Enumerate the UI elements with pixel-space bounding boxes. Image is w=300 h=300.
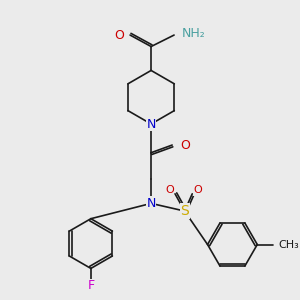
Text: O: O [180, 139, 190, 152]
Text: O: O [115, 28, 124, 42]
Text: F: F [87, 279, 94, 292]
Text: O: O [165, 185, 174, 195]
Text: S: S [180, 204, 189, 218]
Text: CH₃: CH₃ [278, 239, 299, 250]
Text: NH₂: NH₂ [182, 27, 206, 40]
Text: O: O [194, 185, 202, 195]
Text: N: N [146, 197, 156, 210]
Text: N: N [146, 118, 156, 130]
